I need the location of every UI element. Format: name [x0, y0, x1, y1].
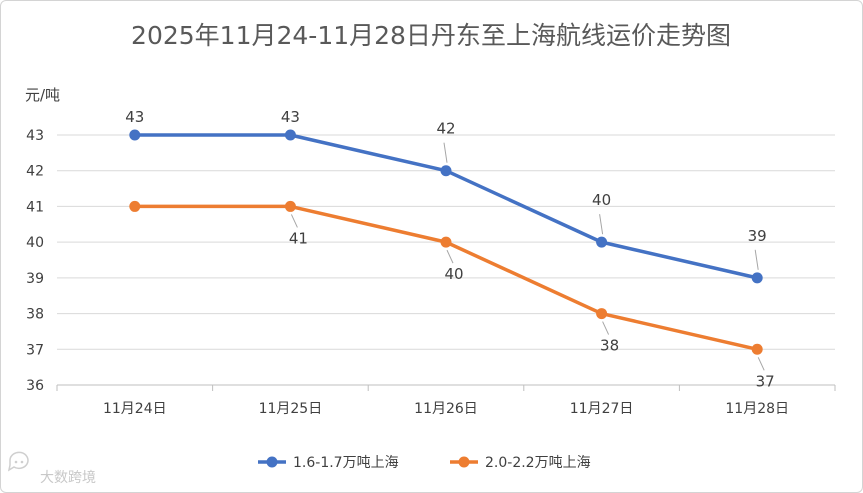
chart-title: 2025年11月24-11月28日丹东至上海航线运价走势图: [131, 21, 731, 50]
series-layer: 43434240394141403837: [125, 108, 774, 390]
data-point: [129, 200, 141, 212]
watermark-text: 大数跨境: [40, 470, 96, 486]
data-point: [129, 129, 141, 141]
y-tick-label: 40: [26, 235, 44, 251]
label-leader-line: [754, 249, 759, 270]
data-point: [751, 272, 763, 284]
legend: 1.6-1.7万吨上海 2.0-2.2万吨上海: [258, 455, 591, 471]
data-point: [440, 236, 452, 248]
y-tick-label: 38: [26, 307, 44, 323]
label-leader-line: [443, 142, 448, 163]
label-leader-line: [446, 249, 454, 264]
y-tick-label: 42: [26, 164, 44, 180]
y-tick-label: 41: [26, 199, 44, 215]
y-tick-label: 36: [26, 378, 44, 394]
data-point: [440, 165, 452, 177]
label-leader-line: [757, 357, 765, 371]
data-label: 37: [756, 372, 775, 390]
data-point: [596, 236, 608, 248]
x-tick-label: 11月25日: [259, 401, 323, 417]
label-leader-line: [599, 214, 604, 235]
data-label: 43: [281, 108, 300, 126]
data-label: 42: [436, 120, 455, 138]
y-tick-label: 37: [26, 342, 44, 358]
data-label: 40: [444, 265, 463, 283]
legend-label: 2.0-2.2万吨上海: [485, 455, 591, 471]
data-label: 40: [592, 191, 611, 209]
x-tick-label: 11月26日: [414, 401, 478, 417]
data-point: [284, 200, 296, 212]
legend-label: 1.6-1.7万吨上海: [293, 455, 399, 471]
data-label: 41: [289, 229, 308, 247]
legend-swatch-marker: [458, 456, 470, 468]
series-1: 43 43 42 40 39: [125, 108, 767, 284]
legend-swatch-marker: [266, 456, 278, 468]
x-axis: 11月24日 11月25日 11月26日 11月27日 11月28日: [56, 384, 836, 417]
label-leader-line: [290, 214, 298, 228]
data-point: [596, 308, 608, 320]
chat-bubble-icon: [7, 451, 29, 472]
data-label: 43: [125, 108, 144, 126]
series-2: 4141403837: [129, 200, 775, 390]
label-leader-line: [602, 321, 610, 335]
y-tick-label: 43: [26, 128, 44, 144]
data-label: 38: [600, 337, 619, 355]
data-point: [751, 343, 763, 355]
x-tick-label: 11月28日: [725, 401, 789, 417]
x-tick-label: 11月27日: [570, 401, 634, 417]
x-tick-label: 11月24日: [103, 401, 167, 417]
watermark: 大数跨境: [7, 451, 96, 486]
data-point: [284, 129, 296, 141]
data-label: 39: [748, 227, 767, 245]
y-tick-label: 39: [26, 271, 44, 287]
legend-item-2: 2.0-2.2万吨上海: [450, 455, 591, 471]
y-axis-unit-label: 元/吨: [25, 86, 60, 104]
y-axis-ticks: 36 37 38 39 40 41 42 43: [26, 128, 44, 394]
legend-item-1: 1.6-1.7万吨上海: [258, 455, 399, 471]
